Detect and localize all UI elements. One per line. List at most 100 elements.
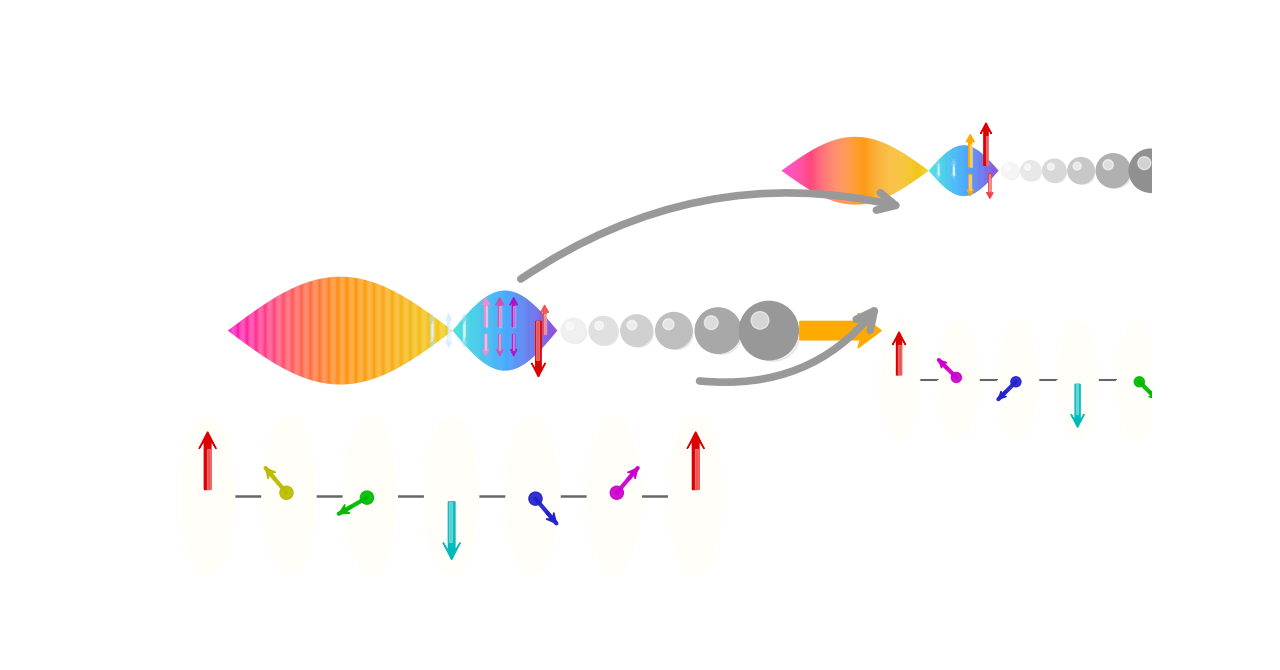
Circle shape xyxy=(595,322,603,330)
Circle shape xyxy=(740,302,799,360)
Circle shape xyxy=(1047,163,1055,170)
Circle shape xyxy=(1073,162,1082,170)
Circle shape xyxy=(564,322,586,344)
Circle shape xyxy=(280,486,293,499)
Circle shape xyxy=(1068,157,1094,184)
Circle shape xyxy=(1194,373,1204,383)
Ellipse shape xyxy=(344,417,397,575)
FancyArrow shape xyxy=(445,324,452,348)
Ellipse shape xyxy=(669,417,722,575)
Circle shape xyxy=(951,373,961,383)
FancyArrow shape xyxy=(695,449,698,490)
FancyArrow shape xyxy=(200,431,216,490)
FancyArrow shape xyxy=(544,314,545,334)
FancyArrow shape xyxy=(687,431,704,490)
Circle shape xyxy=(1002,162,1019,179)
FancyArrow shape xyxy=(540,306,549,334)
FancyArrow shape xyxy=(1249,332,1263,375)
FancyArrow shape xyxy=(483,334,489,356)
FancyArrow shape xyxy=(951,167,956,179)
FancyArrow shape xyxy=(627,468,637,480)
Circle shape xyxy=(663,319,673,330)
Circle shape xyxy=(695,308,741,353)
Circle shape xyxy=(361,491,374,504)
FancyArrow shape xyxy=(1071,384,1084,427)
Circle shape xyxy=(1103,159,1114,170)
Ellipse shape xyxy=(425,417,477,575)
FancyArrow shape xyxy=(497,334,503,356)
FancyArrow shape xyxy=(429,314,434,337)
Circle shape xyxy=(1046,162,1066,183)
Ellipse shape xyxy=(588,417,641,575)
Ellipse shape xyxy=(1236,320,1276,440)
Ellipse shape xyxy=(1176,320,1217,440)
Circle shape xyxy=(627,320,636,330)
Circle shape xyxy=(1101,158,1132,188)
FancyArrow shape xyxy=(1075,384,1078,415)
Circle shape xyxy=(561,318,586,343)
FancyArrow shape xyxy=(1256,345,1258,375)
FancyArrow shape xyxy=(462,324,467,348)
Ellipse shape xyxy=(507,417,559,575)
FancyArrow shape xyxy=(892,332,906,375)
FancyArrow shape xyxy=(481,297,490,327)
FancyArrow shape xyxy=(443,502,461,559)
Circle shape xyxy=(1020,161,1041,181)
Ellipse shape xyxy=(1117,320,1157,440)
FancyArrow shape xyxy=(1208,360,1216,368)
FancyArrow shape xyxy=(462,314,467,337)
FancyArrow shape xyxy=(899,345,901,375)
Circle shape xyxy=(704,316,718,330)
FancyArrow shape xyxy=(970,144,972,167)
FancyArrow shape xyxy=(986,135,988,165)
FancyArrow shape xyxy=(485,306,486,327)
FancyArrow shape xyxy=(445,314,452,337)
Circle shape xyxy=(1005,165,1010,170)
Circle shape xyxy=(1023,163,1042,181)
Circle shape xyxy=(1043,159,1066,182)
FancyArrow shape xyxy=(969,174,970,190)
FancyArrow shape xyxy=(968,174,973,196)
Circle shape xyxy=(611,486,623,499)
Circle shape xyxy=(1011,377,1021,387)
Ellipse shape xyxy=(938,320,979,440)
Circle shape xyxy=(1134,377,1144,387)
FancyArrow shape xyxy=(339,505,352,514)
Ellipse shape xyxy=(262,417,315,575)
FancyArrow shape xyxy=(936,167,940,179)
Circle shape xyxy=(1025,164,1030,170)
Circle shape xyxy=(621,315,653,346)
Circle shape xyxy=(655,312,692,348)
FancyArrow shape xyxy=(966,135,974,167)
Circle shape xyxy=(1004,164,1019,180)
Circle shape xyxy=(751,312,769,329)
FancyArrow shape xyxy=(429,324,434,348)
Circle shape xyxy=(1134,155,1174,194)
FancyArrow shape xyxy=(265,468,276,480)
FancyArrow shape xyxy=(513,306,515,327)
Ellipse shape xyxy=(1057,320,1098,440)
FancyArrow shape xyxy=(207,449,210,490)
FancyArrow shape xyxy=(499,306,500,327)
FancyArrow shape xyxy=(511,334,517,356)
FancyArrow shape xyxy=(987,174,993,198)
FancyArrow shape xyxy=(800,314,881,348)
FancyArrow shape xyxy=(938,360,947,368)
Circle shape xyxy=(593,320,618,346)
FancyArrow shape xyxy=(547,511,557,523)
FancyArrow shape xyxy=(1174,158,1236,183)
Circle shape xyxy=(1096,153,1130,188)
FancyArrow shape xyxy=(449,502,452,542)
Circle shape xyxy=(1071,161,1094,184)
Ellipse shape xyxy=(879,320,919,440)
FancyArrow shape xyxy=(1148,391,1157,399)
FancyArrow shape xyxy=(509,297,517,327)
Circle shape xyxy=(625,319,653,347)
FancyArrow shape xyxy=(495,297,503,327)
Circle shape xyxy=(746,309,800,361)
Circle shape xyxy=(529,492,541,505)
FancyArrow shape xyxy=(980,123,992,165)
FancyArrow shape xyxy=(998,391,1007,399)
Circle shape xyxy=(1129,149,1172,192)
Ellipse shape xyxy=(998,320,1038,440)
